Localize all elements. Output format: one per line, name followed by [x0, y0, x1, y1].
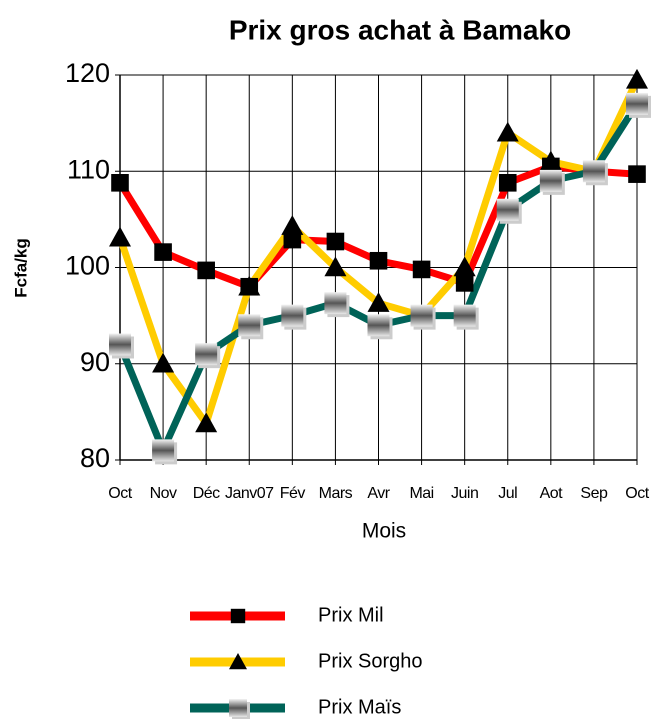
x-tick-label: Jul: [498, 485, 517, 502]
x-tick-label: Nov: [150, 485, 177, 502]
marker: [229, 699, 247, 717]
x-tick-label: Déc: [193, 485, 220, 502]
x-tick-label: Mars: [319, 485, 353, 502]
x-tick-label: Mai: [409, 485, 433, 502]
x-tick-label: Janv07: [225, 485, 274, 502]
y-axis-label: Fcfa/kg: [11, 238, 30, 298]
marker: [195, 343, 218, 366]
x-tick-label: Fév: [280, 485, 306, 502]
x-tick-label: Sep: [580, 485, 608, 502]
marker: [281, 215, 304, 235]
x-tick-label: Avr: [367, 485, 390, 502]
marker: [626, 92, 648, 115]
marker: [367, 314, 390, 337]
marker: [582, 160, 605, 183]
marker: [412, 260, 431, 279]
marker: [453, 304, 476, 327]
x-tick-label: Oct: [108, 485, 132, 502]
y-tick-label: 110: [67, 154, 110, 184]
chart-title: Prix gros achat à Bamako: [229, 14, 571, 45]
marker: [238, 314, 261, 337]
marker: [453, 256, 476, 277]
marker: [410, 304, 433, 327]
marker: [152, 439, 175, 462]
marker: [197, 261, 215, 280]
marker: [539, 150, 562, 171]
marker: [230, 608, 246, 624]
legend-label: Prix Maïs: [318, 696, 401, 718]
marker: [281, 304, 304, 327]
x-tick-label: Oct: [625, 485, 649, 502]
marker: [109, 226, 131, 247]
marker: [326, 232, 345, 251]
marker: [109, 333, 131, 356]
marker: [496, 198, 519, 221]
y-tick-label: 90: [80, 347, 110, 377]
legend-label: Prix Sorgho: [318, 650, 423, 672]
legend-label: Prix Mil: [318, 604, 384, 626]
y-tick-label: 100: [65, 251, 110, 281]
marker: [195, 412, 218, 433]
marker: [496, 121, 519, 142]
marker: [626, 68, 648, 89]
marker: [283, 230, 302, 249]
y-tick-label: 80: [80, 443, 110, 473]
marker: [498, 174, 517, 192]
y-tick-label: 120: [65, 58, 110, 88]
marker: [324, 292, 347, 315]
marker: [111, 174, 129, 192]
marker: [229, 653, 247, 670]
x-axis-label: Mois: [362, 520, 406, 543]
marker: [152, 352, 175, 373]
x-tick-label: Aot: [540, 485, 564, 502]
marker: [154, 243, 172, 261]
marker: [238, 275, 261, 296]
marker: [369, 251, 388, 270]
x-tick-label: Juin: [451, 485, 478, 502]
marker: [367, 292, 390, 312]
marker: [539, 169, 562, 192]
marker: [455, 274, 474, 292]
marker: [628, 165, 646, 183]
marker: [324, 256, 347, 277]
